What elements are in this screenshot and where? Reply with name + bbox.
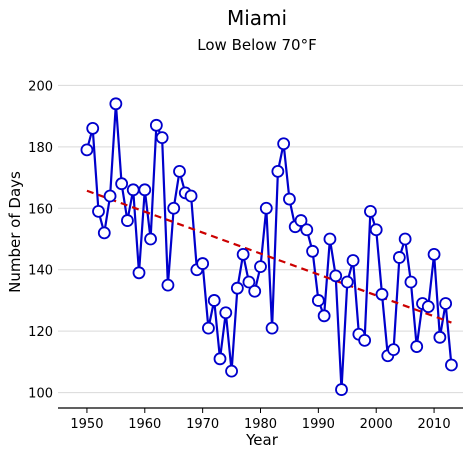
data-point (329, 269, 343, 283)
data-point (340, 275, 354, 289)
data-point (259, 201, 273, 215)
data-point (173, 164, 186, 178)
data-point (97, 226, 111, 240)
series-layer (80, 97, 458, 396)
x-tick-label: 2010 (418, 417, 451, 432)
trend-line (86, 189, 452, 324)
y-tick-label: 120 (28, 325, 53, 340)
data-point (155, 131, 169, 145)
y-tick-label: 100 (28, 387, 53, 402)
data-point (358, 333, 372, 347)
data-point (335, 383, 348, 396)
data-point (202, 321, 215, 335)
data-point (306, 244, 319, 258)
data-point (404, 275, 418, 289)
data-point (121, 214, 134, 227)
data-point (392, 251, 406, 264)
data-point (161, 278, 175, 292)
data-point (126, 183, 140, 197)
data-point (346, 254, 360, 267)
data-point (225, 364, 238, 378)
x-tick-label: 1990 (302, 417, 335, 432)
data-point (103, 189, 117, 203)
y-tick-label: 140 (28, 264, 53, 279)
data-point (80, 143, 94, 157)
data-point (410, 340, 424, 353)
data-point (398, 232, 412, 246)
data-point (439, 297, 453, 310)
data-point (323, 232, 337, 246)
y-tick-labels: 100 120 140 160 180 200 (28, 79, 53, 401)
chart-title: Miami (227, 6, 287, 30)
data-point (138, 183, 152, 197)
data-point (421, 300, 435, 314)
data-point (86, 121, 100, 135)
data-point (213, 352, 227, 366)
data-point (207, 294, 221, 307)
data-point (196, 257, 210, 270)
data-point (92, 204, 105, 218)
y-axis-label: Number of Days (6, 171, 24, 293)
data-point (294, 214, 308, 227)
data-point (248, 284, 262, 298)
data-point (236, 247, 250, 261)
x-tick-label: 1970 (186, 417, 219, 432)
data-point (317, 309, 331, 323)
data-point (242, 275, 256, 289)
data-point (283, 192, 296, 206)
data-point (254, 260, 267, 274)
data-point (387, 343, 400, 357)
x-tick-label: 1960 (128, 417, 161, 432)
y-tick-label: 160 (28, 202, 53, 217)
chart-subtitle: Low Below 70°F (197, 36, 316, 54)
data-point (109, 97, 123, 111)
data-point (271, 164, 285, 178)
data-point (144, 232, 157, 246)
data-point (167, 201, 181, 215)
x-tick-label: 1950 (70, 417, 103, 432)
data-point (375, 287, 389, 301)
y-tick-label: 200 (28, 79, 53, 94)
data-point (132, 266, 146, 280)
y-tick-label: 180 (28, 141, 53, 156)
data-point (300, 223, 314, 237)
data-point (230, 281, 244, 295)
data-point (427, 247, 441, 261)
data-point (277, 137, 291, 151)
data-point (433, 330, 447, 344)
data-point (149, 118, 163, 132)
x-axis-label: Year (245, 431, 279, 449)
data-point (265, 321, 279, 335)
data-point (311, 294, 325, 307)
x-tick-label: 1980 (244, 417, 277, 432)
x-tick-labels: 1950 1960 1970 1980 1990 2000 2010 (70, 408, 451, 432)
data-point (219, 306, 233, 320)
data-point (115, 177, 129, 191)
data-point (369, 223, 383, 237)
data-point (445, 358, 458, 372)
data-point (184, 189, 198, 203)
x-tick-label: 2000 (360, 417, 393, 432)
data-point (364, 204, 377, 218)
